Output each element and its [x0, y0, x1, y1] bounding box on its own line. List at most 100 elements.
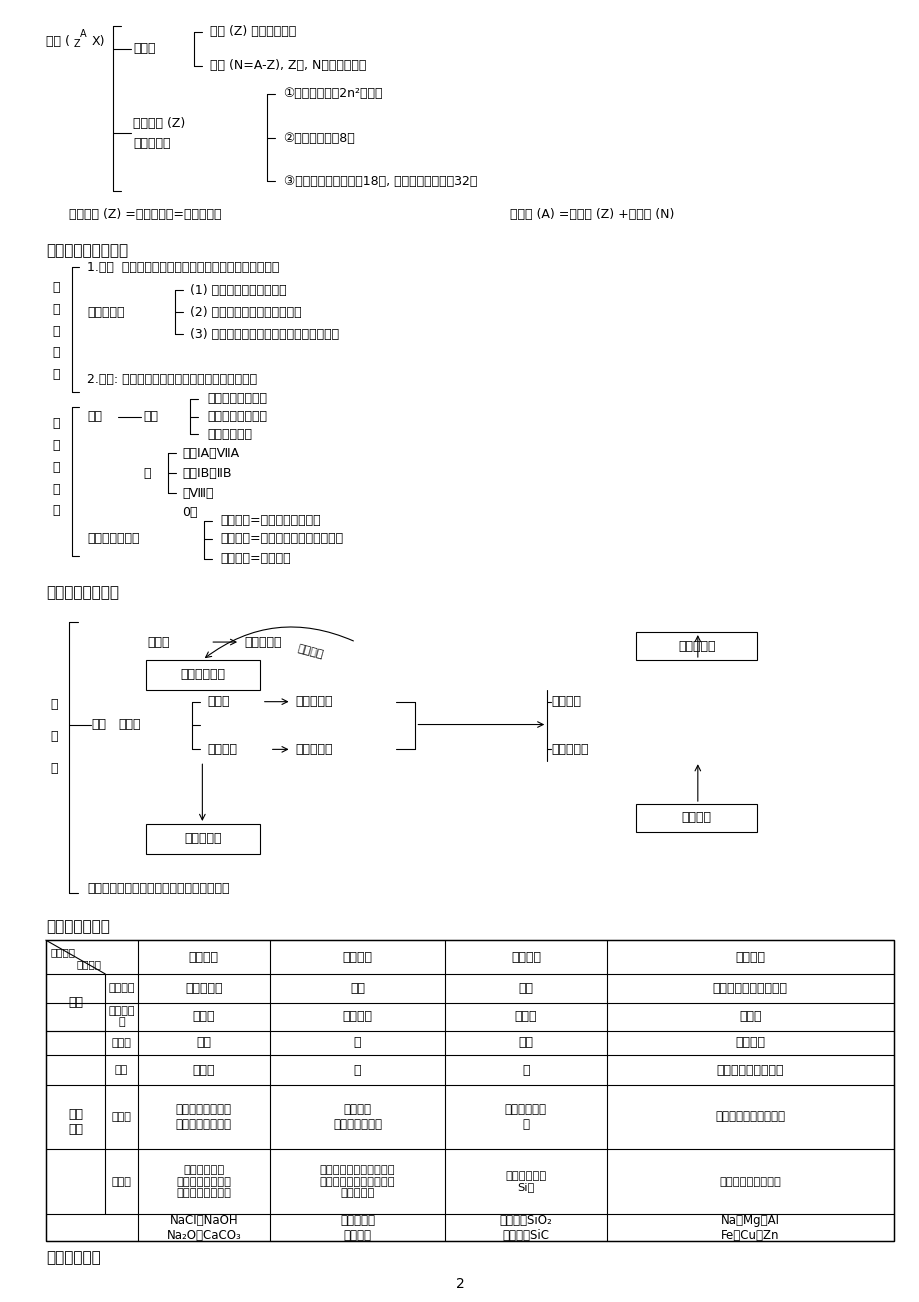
Text: 有大有小、有延展性: 有大有小、有延展性 — [716, 1064, 783, 1077]
Text: 短周期一、二、三: 短周期一、二、三 — [207, 392, 267, 405]
Text: 极性分子: 极性分子 — [550, 695, 581, 708]
Text: 低: 低 — [353, 1036, 361, 1049]
Text: 分子: 分子 — [349, 982, 365, 995]
Text: 小: 小 — [353, 1064, 361, 1077]
Text: 化学反应类型: 化学反应类型 — [46, 1251, 100, 1266]
Text: 质子 (Z) 决定元素种类: 质子 (Z) 决定元素种类 — [210, 26, 296, 39]
Text: 素: 素 — [51, 302, 60, 315]
Text: 金属阳离子和自由电子: 金属阳离子和自由电子 — [712, 982, 787, 995]
Text: 主族序数=原子最外电子层上电子数: 主族序数=原子最外电子层上电子数 — [220, 533, 343, 546]
Bar — [46, 940, 893, 1241]
Text: 键: 键 — [50, 762, 57, 775]
Bar — [146, 660, 259, 690]
Text: 非极性键: 非极性键 — [207, 743, 237, 756]
Text: 共价键: 共价键 — [118, 717, 141, 730]
Text: 期: 期 — [51, 346, 60, 359]
Text: (1) 原子半径的周期性变化: (1) 原子半径的周期性变化 — [190, 284, 287, 297]
Text: 离子化合物: 离子化合物 — [244, 635, 281, 648]
Text: 族: 族 — [142, 466, 150, 479]
Text: 晶体不导电；
能溶于水的其水溶
液导电；熔化导电: 晶体不导电； 能溶于水的其水溶 液导电；熔化导电 — [176, 1165, 231, 1198]
Text: 极性键: 极性键 — [207, 695, 230, 708]
Text: 律: 律 — [51, 368, 60, 381]
Text: 素: 素 — [51, 439, 60, 452]
Text: 核外电子 (Z): 核外电子 (Z) — [133, 117, 185, 130]
Text: 2.实质: 元素的原子核外电子排布呈现周期性变化: 2.实质: 元素的原子核外电子排布呈现周期性变化 — [87, 374, 257, 387]
Text: 第Ⅷ族: 第Ⅷ族 — [182, 487, 214, 500]
Text: 共价键: 共价键 — [514, 1010, 537, 1023]
Bar — [146, 824, 259, 854]
Text: 分子晶体: 分子晶体 — [342, 950, 372, 963]
Text: 结构对称: 结构对称 — [681, 811, 711, 824]
Text: 离子键: 离子键 — [148, 635, 170, 648]
Text: 类型: 类型 — [91, 717, 107, 730]
Text: 原子核: 原子核 — [133, 43, 155, 56]
Text: A: A — [80, 29, 86, 39]
Text: 与原子结构关系: 与原子结构关系 — [87, 533, 140, 546]
Text: 不同种原子间: 不同种原子间 — [180, 668, 225, 681]
Bar — [636, 805, 756, 832]
Text: 原子 (: 原子 ( — [46, 35, 70, 48]
Text: 共价化合物: 共价化合物 — [295, 695, 333, 708]
Text: (2) 元素主要化合价周期性变化: (2) 元素主要化合价周期性变化 — [190, 306, 301, 319]
Text: 原子序数=核电荷数: 原子序数=核电荷数 — [220, 552, 290, 565]
Text: 结构: 结构 — [68, 996, 83, 1009]
Text: 离子键: 离子键 — [192, 1010, 215, 1023]
Text: 很高: 很高 — [517, 1036, 533, 1049]
Text: 结构不对称: 结构不对称 — [677, 639, 715, 652]
Text: 2: 2 — [455, 1277, 464, 1290]
Text: 长周期四、五、六: 长周期四、五、六 — [207, 410, 267, 423]
Text: 硬而脆: 硬而脆 — [192, 1064, 215, 1077]
Text: Na、Mg、Al
Fe、Cu、Zn: Na、Mg、Al Fe、Cu、Zn — [720, 1213, 779, 1242]
Text: 及排布规律: 及排布规律 — [133, 137, 170, 150]
Text: 大: 大 — [522, 1064, 529, 1077]
Text: 不完全周期七: 不完全周期七 — [207, 428, 252, 441]
Text: ③次外层电子数不超过18个, 倒数第三层不超过32个: ③次外层电子数不超过18个, 倒数第三层不超过32个 — [283, 174, 476, 187]
Text: 干冰、白磷
冰、硫磺: 干冰、白磷 冰、硫磺 — [339, 1213, 375, 1242]
Text: 导电性: 导电性 — [111, 1177, 131, 1186]
Text: 不溶于任何溶
剂: 不溶于任何溶 剂 — [505, 1103, 546, 1131]
Text: 金属晶体: 金属晶体 — [734, 950, 765, 963]
Text: 物理
性质: 物理 性质 — [68, 1108, 83, 1137]
Text: 晶体不导电，溶于水后能
电离的，其水溶液可导电
熔化不导电: 晶体不导电，溶于水后能 电离的，其水溶液可导电 熔化不导电 — [319, 1165, 395, 1198]
Text: 阴、阳离子: 阴、阳离子 — [185, 982, 222, 995]
Text: 晶体类型与性质: 晶体类型与性质 — [46, 919, 109, 934]
Text: 难溶（钠等与水反应）: 难溶（钠等与水反应） — [715, 1111, 785, 1124]
Text: 粒子间作
用: 粒子间作 用 — [108, 1006, 135, 1027]
Text: 组成粒子: 组成粒子 — [108, 983, 135, 993]
Text: 易溶于极性溶剂，
难溶于非极性溶剂: 易溶于极性溶剂， 难溶于非极性溶剂 — [176, 1103, 232, 1131]
Text: 金属键: 金属键 — [738, 1010, 761, 1023]
Text: 核电荷数 (Z) =核内质子数=核外电子数: 核电荷数 (Z) =核内质子数=核外电子数 — [69, 208, 221, 221]
Text: 周: 周 — [51, 461, 60, 474]
Text: NaCl、NaOH
Na₂O、CaCO₃: NaCl、NaOH Na₂O、CaCO₃ — [166, 1213, 241, 1242]
Text: ②最外层不超过8个: ②最外层不超过8个 — [283, 132, 355, 145]
Text: Z: Z — [74, 39, 80, 49]
Text: 良导体（导电传热）: 良导体（导电传热） — [719, 1177, 780, 1186]
Text: (3) 元素的金属性、非金属性的周期性变化: (3) 元素的金属性、非金属性的周期性变化 — [190, 328, 339, 341]
Text: 极性分子
易溶于极性溶剂: 极性分子 易溶于极性溶剂 — [333, 1103, 381, 1131]
Text: 副族ⅠB～ⅡB: 副族ⅠB～ⅡB — [182, 466, 232, 479]
Text: 不良（半导体
Si）: 不良（半导体 Si） — [505, 1170, 546, 1193]
Text: 主族ⅠA～ⅦA: 主族ⅠA～ⅦA — [182, 447, 240, 460]
Text: 性质比较: 性质比较 — [76, 960, 101, 969]
Text: 性质的变化: 性质的变化 — [87, 306, 125, 319]
Text: 元: 元 — [51, 281, 60, 294]
Text: 非金属单质: 非金属单质 — [295, 743, 333, 756]
Text: 熔沸点: 熔沸点 — [111, 1038, 131, 1048]
Text: 化学键与分子结构: 化学键与分子结构 — [46, 585, 119, 600]
Text: 表: 表 — [51, 504, 60, 517]
Text: 有高有低: 有高有低 — [734, 1036, 765, 1049]
Text: 元: 元 — [51, 417, 60, 430]
Text: 中子 (N=A-Z), Z同, N不同为同位素: 中子 (N=A-Z), Z同, N不同为同位素 — [210, 60, 367, 73]
Text: ①每层最多容纳2n²个电子: ①每层最多容纳2n²个电子 — [283, 87, 382, 100]
Text: X): X) — [91, 35, 105, 48]
Text: 1.涵义  元素的性质随原子序数的递增呈现周期性的变化: 1.涵义 元素的性质随原子序数的递增呈现周期性的变化 — [87, 260, 279, 273]
Text: 同种原子间: 同种原子间 — [184, 832, 221, 845]
Text: 原子晶体: 原子晶体 — [510, 950, 540, 963]
Text: 0族: 0族 — [182, 506, 198, 519]
Text: 金刚石、SiO₂
晶体硅、SiC: 金刚石、SiO₂ 晶体硅、SiC — [499, 1213, 551, 1242]
Text: 元素周期律与周期表: 元素周期律与周期表 — [46, 243, 128, 258]
Text: 原子: 原子 — [517, 982, 533, 995]
Text: 也存在于: 也存在于 — [296, 643, 324, 660]
Text: 周: 周 — [51, 324, 60, 337]
Bar — [636, 633, 756, 660]
